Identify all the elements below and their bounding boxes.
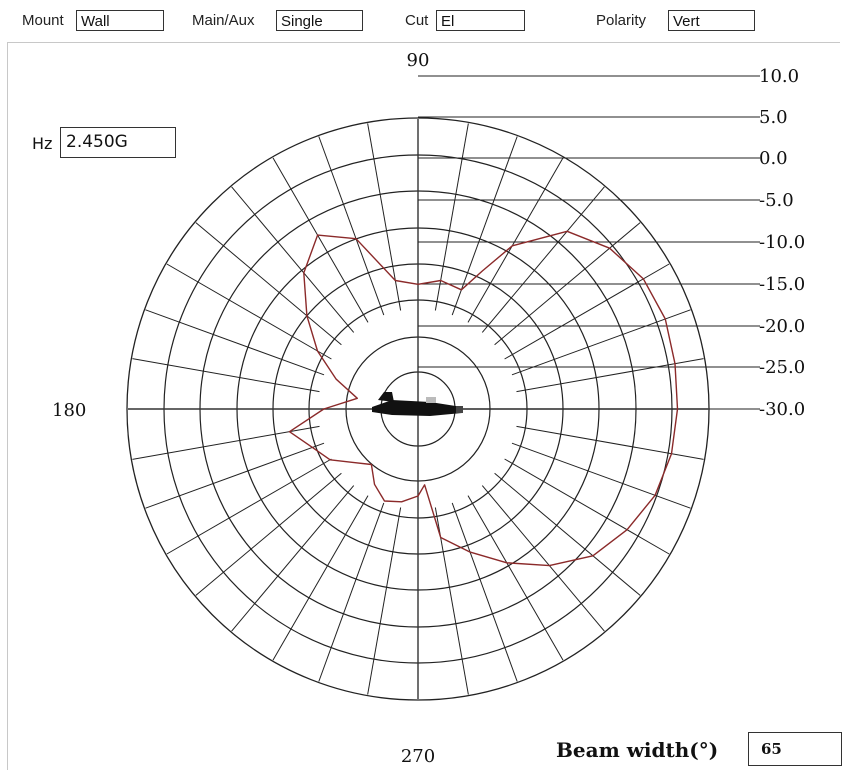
radial-tick-label: -5.0 xyxy=(759,190,794,211)
pattern-line xyxy=(288,230,679,567)
grid-spoke xyxy=(467,495,564,661)
grid-spoke xyxy=(434,123,469,311)
grid-spoke xyxy=(481,485,605,632)
grid-spoke xyxy=(318,502,385,682)
cut-label: Cut xyxy=(405,12,429,29)
polarity-field[interactable]: Vert xyxy=(668,10,755,31)
grid-spoke xyxy=(318,136,385,316)
radial-tick-label: -15.0 xyxy=(759,274,805,295)
grid-spoke xyxy=(481,186,605,333)
frequency-label: Hz xyxy=(32,134,53,153)
angle-label: 180 xyxy=(52,400,86,421)
grid-spoke xyxy=(504,458,670,555)
grid-spoke xyxy=(451,502,518,682)
grid-spoke xyxy=(504,263,670,360)
grid-spoke xyxy=(145,309,325,376)
grid-spoke xyxy=(166,458,332,555)
grid-spoke xyxy=(132,358,320,393)
grid-spoke xyxy=(511,442,691,509)
radial-tick-label: -25.0 xyxy=(759,357,805,378)
mount-field[interactable]: Wall xyxy=(76,10,164,31)
angle-label: 270 xyxy=(401,746,435,767)
toolbar: Mount Wall Main/Aux Single Cut El Polari… xyxy=(0,0,843,38)
grid-spoke xyxy=(516,425,704,460)
grid-spoke xyxy=(467,157,564,323)
grid-spoke xyxy=(231,485,355,632)
radial-tick-label: -20.0 xyxy=(759,316,805,337)
grid-spoke xyxy=(511,309,691,376)
polarity-label: Polarity xyxy=(596,12,647,29)
cut-field[interactable]: El xyxy=(436,10,525,31)
grid-spoke xyxy=(145,442,325,509)
grid-spoke xyxy=(516,358,704,393)
plot-frame xyxy=(7,42,840,770)
radial-tick-label: -30.0 xyxy=(759,399,805,420)
main-aux-field[interactable]: Single xyxy=(276,10,363,31)
grid-spoke xyxy=(451,136,518,316)
grid-spoke xyxy=(195,472,342,596)
main-aux-label: Main/Aux xyxy=(192,12,255,29)
grid-spoke xyxy=(195,222,342,346)
grid-spoke xyxy=(494,472,641,596)
mount-label: Mount xyxy=(22,12,64,29)
angle-label: 90 xyxy=(407,50,430,71)
radial-tick-label: 0.0 xyxy=(759,148,788,169)
grid-spoke xyxy=(166,263,332,360)
grid-spoke xyxy=(132,425,320,460)
grid-spoke xyxy=(367,123,402,311)
beam-width-field[interactable]: 65 xyxy=(748,732,842,766)
grid-spoke xyxy=(272,495,369,661)
grid-spoke xyxy=(231,186,355,333)
radial-tick-label: 10.0 xyxy=(759,66,799,87)
radial-tick-label: -10.0 xyxy=(759,232,805,253)
radial-tick-label: 5.0 xyxy=(759,107,788,128)
grid-spoke xyxy=(367,507,402,695)
grid-spoke xyxy=(434,507,469,695)
beam-width-label: Beam width(°) xyxy=(556,738,719,762)
frequency-field[interactable]: 2.450G xyxy=(60,127,176,158)
aircraft-icon xyxy=(372,392,463,416)
grid-spoke xyxy=(272,157,369,323)
